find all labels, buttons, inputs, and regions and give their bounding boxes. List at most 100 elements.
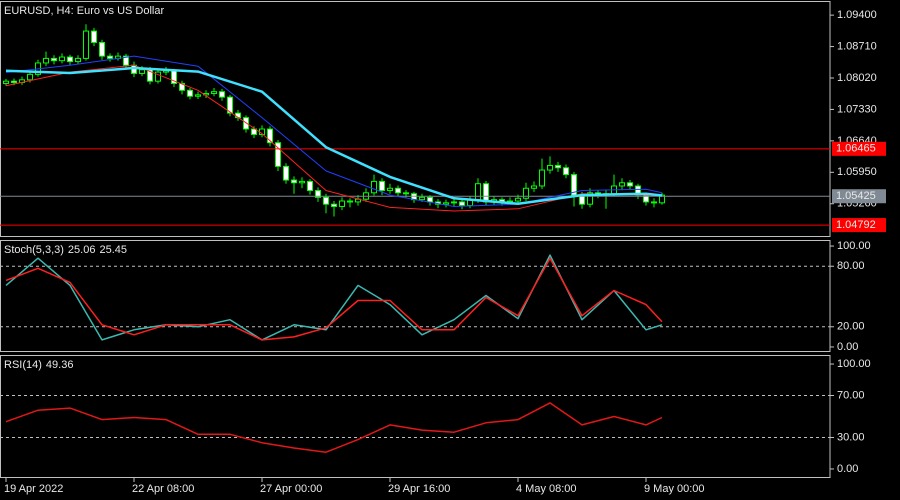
panel-title: EURUSD, H4: Euro vs US Dollar [4, 5, 164, 17]
candle-body [331, 203, 337, 207]
candle-body [299, 180, 305, 184]
panel-title: Stoch(5,3,3) 25.06 25.45 [4, 244, 127, 256]
candle-body [323, 196, 329, 205]
candle-body [123, 55, 129, 66]
price-label-box [832, 141, 886, 156]
candle-body [155, 71, 161, 82]
y-tick-label: 1.08710 [837, 40, 877, 52]
candle-body [395, 187, 401, 194]
panel-last-value: 49.36 [46, 359, 74, 371]
y-tick-label: 1.05950 [837, 166, 877, 178]
price-label: 1.04792 [836, 219, 876, 231]
y-tick-label: 100.00 [837, 240, 871, 252]
panel-title-name: EURUSD, H4: Euro vs US Dollar [4, 5, 164, 17]
candle-body [619, 182, 625, 187]
candle-body [539, 169, 545, 187]
candle-body [475, 183, 481, 201]
candle-body [587, 192, 593, 205]
candle-body [251, 128, 257, 135]
candle-body [483, 183, 489, 203]
indicator-line [5, 66, 663, 205]
candle-body [515, 197, 521, 202]
x-tick-label: 9 May 00:00 [644, 483, 705, 495]
candle-body [291, 179, 297, 184]
panel-title-name: Stoch(5,3,3) [4, 244, 64, 256]
candle-body [51, 57, 57, 62]
x-tick-label: 27 Apr 00:00 [260, 483, 322, 495]
candle-body [195, 94, 201, 97]
candle-body [83, 30, 89, 59]
candle-body [107, 55, 113, 59]
price-label: 1.05425 [836, 190, 876, 202]
candle-body [99, 41, 105, 57]
indicator-line [5, 257, 663, 341]
candle-body [563, 167, 569, 176]
candle-body [403, 192, 409, 195]
candle-body [547, 164, 553, 171]
candle-body [179, 82, 185, 91]
candle-body [555, 164, 561, 169]
candle-body [523, 187, 529, 199]
y-tick-label: 1.08020 [837, 72, 877, 84]
panel-last-value: 25.45 [99, 244, 127, 256]
y-tick-label: 0.00 [837, 463, 858, 475]
panel-last-value: 25.06 [68, 244, 96, 256]
x-tick-label: 22 Apr 08:00 [132, 483, 194, 495]
candle-body [459, 201, 465, 207]
indicator-line [5, 55, 663, 207]
x-tick-label: 29 Apr 16:00 [388, 483, 450, 495]
candle-body [371, 180, 377, 194]
candle-body [443, 202, 449, 205]
y-tick-label: 30.00 [837, 431, 865, 443]
candle-body [627, 182, 633, 187]
panel-frame [0, 240, 831, 352]
panel-frame [0, 355, 831, 478]
candle-body [139, 69, 145, 74]
candle-body [347, 200, 353, 203]
candle-body [275, 142, 281, 167]
candle-body [75, 57, 81, 63]
candle-body [451, 201, 457, 204]
candle-body [651, 201, 657, 204]
candle-body [379, 180, 385, 192]
candle-body [283, 165, 289, 181]
candle-body [315, 190, 321, 198]
candle-body [91, 30, 97, 43]
candle-body [11, 80, 17, 84]
candle-body [187, 89, 193, 97]
candle-body [27, 73, 33, 81]
price-label-box [832, 189, 886, 204]
price-label-box [832, 218, 886, 233]
price-label: 1.06465 [836, 143, 876, 155]
y-tick-label: 1.09400 [837, 9, 877, 21]
candle-body [339, 200, 345, 207]
y-tick-label: 70.00 [837, 389, 865, 401]
candle-body [531, 185, 537, 189]
y-tick-label: 100.00 [837, 358, 871, 370]
candle-body [427, 196, 433, 203]
panel-title-name: RSI(14) [4, 359, 42, 371]
y-tick-label: 20.00 [837, 321, 865, 333]
y-tick-label: 80.00 [837, 260, 865, 272]
panel-frame [0, 1, 831, 237]
x-tick-label: 4 May 08:00 [516, 483, 577, 495]
panel-title: RSI(14) 49.36 [4, 359, 73, 371]
candle-body [59, 56, 65, 62]
candle-body [307, 180, 313, 192]
candle-body [211, 91, 217, 94]
candle-body [227, 96, 233, 114]
y-tick-label: 1.07330 [837, 103, 877, 115]
candle-body [219, 91, 225, 98]
x-tick-label: 19 Apr 2022 [4, 483, 63, 495]
indicator-line [5, 64, 663, 212]
candle-body [387, 187, 393, 192]
candle-body [419, 196, 425, 201]
candle-body [267, 128, 273, 144]
candle-body [67, 56, 73, 63]
candle-body [3, 80, 9, 84]
candle-body [43, 57, 49, 64]
indicator-line [5, 402, 663, 453]
y-tick-label: 0.00 [837, 341, 858, 353]
